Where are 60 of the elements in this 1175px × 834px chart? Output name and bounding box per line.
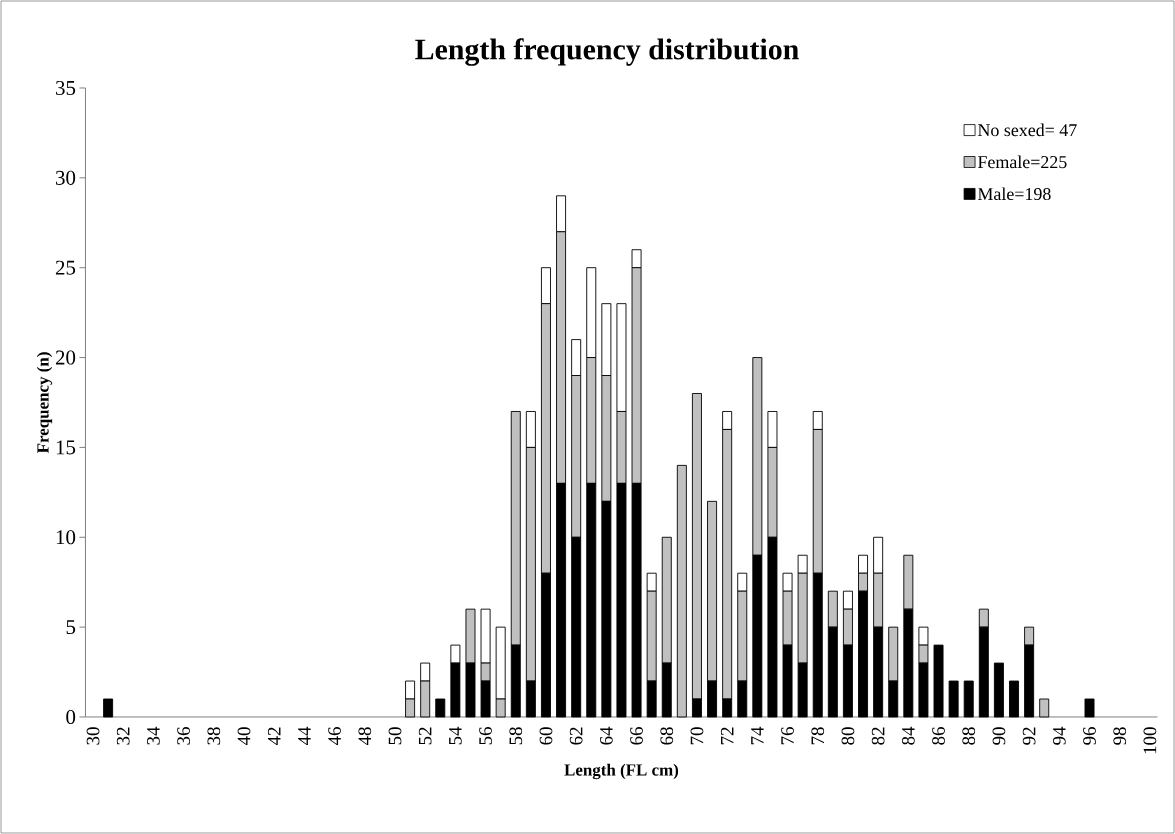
- y-axis-title: Frequency (n): [36, 352, 53, 454]
- x-tick-label: 66: [630, 727, 643, 745]
- bar: [963, 680, 974, 718]
- x-tick-label: 52: [418, 727, 432, 745]
- x-tick-label: 30: [86, 727, 100, 745]
- y-tick-label: 0: [66, 709, 76, 725]
- bar: [1084, 698, 1095, 718]
- x-tick-label: 60: [539, 727, 553, 745]
- bar: [993, 662, 1004, 718]
- x-tick-label: 98: [1113, 727, 1127, 745]
- y-tick-label: 35: [56, 80, 76, 96]
- x-tick-label: 34: [147, 726, 160, 745]
- x-tick-label: 82: [871, 727, 885, 745]
- x-tick-label: 36: [177, 727, 190, 745]
- legend-label: Female=225: [977, 155, 1067, 169]
- bar: [435, 698, 446, 718]
- bar: [948, 680, 959, 718]
- x-tick-label: 92: [1022, 727, 1036, 745]
- x-tick-label: 100: [1143, 727, 1157, 754]
- chart-title: Length frequency distribution: [415, 38, 799, 66]
- x-tick-label: 64: [600, 726, 613, 745]
- y-tick-label: 25: [55, 260, 76, 275]
- x-tick-label: 54: [449, 726, 462, 745]
- bar: [676, 464, 687, 718]
- bar: [1009, 680, 1019, 718]
- y-tick-label: 20: [55, 350, 76, 365]
- x-tick-label: 44: [298, 726, 311, 746]
- x-tick-label: 96: [1083, 727, 1096, 745]
- y-tick-label: 10: [56, 530, 76, 545]
- y-tick-label: 15: [56, 440, 76, 455]
- x-tick-label: 32: [116, 727, 130, 745]
- x-tick-label: 74: [751, 726, 764, 745]
- x-axis-title: Length (FL cm): [564, 763, 679, 780]
- x-tick-label: 72: [720, 727, 734, 745]
- x-tick-label: 38: [207, 727, 221, 745]
- x-tick-label: 90: [992, 727, 1006, 745]
- bar: [933, 644, 944, 718]
- x-tick-label: 86: [932, 727, 945, 745]
- bar: [103, 698, 114, 718]
- x-tick-label: 84: [901, 726, 915, 745]
- x-tick-label: 80: [841, 727, 855, 745]
- legend-label: No sexed= 47: [977, 123, 1077, 137]
- legend-label: Male=198: [977, 187, 1051, 201]
- x-tick-label: 68: [660, 727, 674, 745]
- y-tick-label: 30: [56, 170, 76, 185]
- x-tick-label: 70: [690, 727, 704, 745]
- x-tick-label: 46: [328, 727, 341, 746]
- y-tick-label: 5: [66, 620, 76, 635]
- x-tick-label: 76: [781, 727, 794, 745]
- x-tick-label: 58: [509, 727, 523, 745]
- x-tick-label: 62: [569, 727, 583, 745]
- x-tick-label: 88: [962, 727, 976, 745]
- x-tick-label: 94: [1052, 726, 1066, 745]
- x-tick-label: 40: [237, 727, 251, 746]
- x-tick-label: 42: [267, 727, 281, 746]
- x-tick-label: 48: [358, 727, 372, 746]
- bar: [1039, 698, 1050, 718]
- x-tick-label: 78: [811, 727, 825, 745]
- x-tick-label: 50: [388, 727, 402, 745]
- x-tick-label: 56: [479, 727, 492, 745]
